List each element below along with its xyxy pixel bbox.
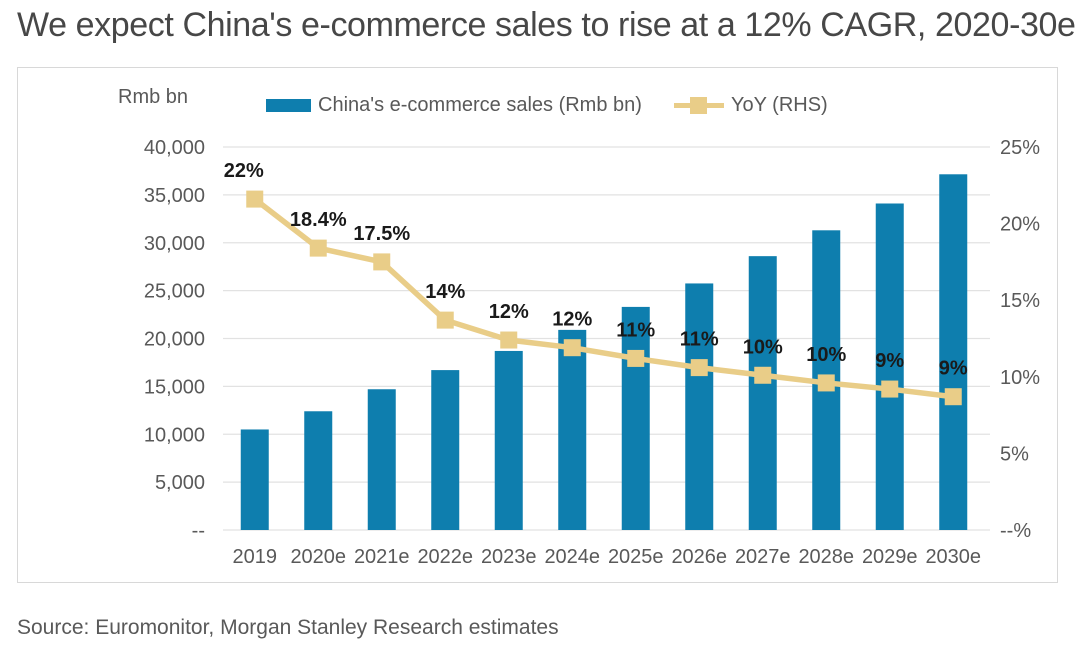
legend-bar-swatch-icon bbox=[266, 99, 311, 112]
bar-2029e bbox=[875, 203, 904, 530]
yoy-data-label-2026e: 11% bbox=[680, 329, 719, 351]
x-axis-label-2024e: 2024e bbox=[544, 546, 600, 568]
x-axis-label-2030e: 2030e bbox=[925, 546, 981, 568]
yoy-marker-2023e bbox=[500, 331, 518, 349]
x-axis-label-2027e: 2027e bbox=[735, 546, 791, 568]
yoy-data-label-2023e: 12% bbox=[489, 301, 529, 323]
source-note: Source: Euromonitor, Morgan Stanley Rese… bbox=[17, 616, 559, 639]
yoy-data-label-2020e: 18.4% bbox=[290, 209, 347, 231]
yoy-data-label-2025e: 11% bbox=[616, 319, 655, 341]
yoy-data-label-2021e: 17.5% bbox=[353, 223, 410, 245]
x-axis-label-2020e: 2020e bbox=[290, 546, 346, 568]
bar-2020e bbox=[304, 411, 333, 530]
yoy-marker-2025e bbox=[627, 349, 645, 367]
legend-label-yoy: YoY (RHS) bbox=[731, 94, 828, 116]
chart-title: We expect China's e-commerce sales to ri… bbox=[17, 6, 1076, 44]
bar-2021e bbox=[367, 389, 396, 530]
left-axis-tick-30,000: 30,000 bbox=[144, 233, 205, 255]
yoy-marker-2030e bbox=[944, 388, 962, 406]
x-axis-label-2021e: 2021e bbox=[354, 546, 410, 568]
yoy-marker-2027e bbox=[754, 366, 772, 384]
yoy-marker-2026e bbox=[690, 359, 708, 377]
yoy-marker-2022e bbox=[436, 311, 454, 329]
left-axis-tick-25,000: 25,000 bbox=[144, 281, 205, 303]
x-axis-label-2028e: 2028e bbox=[798, 546, 854, 568]
chart-plot-area: 40,000 35,000 30,000 25,000 20,000 15,000 10,0… bbox=[144, 137, 1040, 568]
x-axis-label-2019: 2019 bbox=[233, 546, 278, 568]
bar-2030e bbox=[939, 174, 968, 530]
legend-item-yoy: YoY (RHS) bbox=[674, 94, 828, 117]
yoy-marker-2020e bbox=[309, 239, 327, 257]
left-axis-unit-label: Rmb bn bbox=[118, 86, 189, 108]
legend-line-swatch-icon bbox=[674, 97, 724, 114]
yoy-marker-2029e bbox=[881, 380, 899, 398]
legend-label-sales: China's e-commerce sales (Rmb bn) bbox=[318, 94, 642, 116]
right-axis-tick-25%: 25% bbox=[1000, 137, 1040, 159]
left-axis-tick-10,000: 10,000 bbox=[144, 424, 205, 446]
yoy-data-label-2024e: 12% bbox=[552, 309, 592, 331]
legend-item-sales: China's e-commerce sales (Rmb bn) bbox=[266, 94, 642, 117]
right-axis-tick-20%: 20% bbox=[1000, 214, 1040, 236]
bar-2027e bbox=[748, 256, 777, 530]
yoy-data-label-2022e: 14% bbox=[425, 281, 465, 303]
yoy-data-label-2030e: 9% bbox=[939, 358, 968, 380]
yoy-line bbox=[253, 196, 954, 400]
bar-2026e bbox=[685, 283, 714, 530]
yoy-data-label-2028e: 10% bbox=[806, 344, 846, 366]
yoy-marker-2021e bbox=[373, 253, 391, 271]
bar-2024e bbox=[558, 329, 587, 530]
x-axis-label-2022e: 2022e bbox=[417, 546, 473, 568]
left-axis-tick-15,000: 15,000 bbox=[144, 376, 205, 398]
bar-2023e bbox=[494, 350, 523, 530]
yoy-marker-2024e bbox=[563, 339, 581, 357]
left-axis-tick---: -- bbox=[192, 520, 205, 542]
left-axis-tick-40,000: 40,000 bbox=[144, 137, 205, 159]
left-axis-tick-5,000: 5,000 bbox=[155, 472, 205, 494]
bar-2019 bbox=[240, 429, 269, 530]
right-axis-tick-15%: 15% bbox=[1000, 290, 1040, 312]
left-axis-tick-35,000: 35,000 bbox=[144, 185, 205, 207]
yoy-marker-2028e bbox=[817, 374, 835, 392]
x-axis-label-2025e: 2025e bbox=[608, 546, 664, 568]
x-axis-label-2023e: 2023e bbox=[481, 546, 537, 568]
bar-2025e bbox=[621, 306, 650, 530]
x-axis-label-2026e: 2026e bbox=[671, 546, 727, 568]
bar-2022e bbox=[431, 370, 460, 530]
yoy-marker-2019 bbox=[246, 190, 264, 208]
yoy-data-label-2027e: 10% bbox=[743, 336, 783, 358]
yoy-data-label-2029e: 9% bbox=[875, 350, 904, 372]
x-axis-label-2029e: 2029e bbox=[862, 546, 918, 568]
right-axis-tick-5%: 5% bbox=[1000, 443, 1029, 465]
left-axis-tick-20,000: 20,000 bbox=[144, 329, 205, 351]
yoy-data-label-2019: 22% bbox=[224, 160, 264, 182]
chart-card: Rmb bn China's e-commerce sales (Rmb bn)… bbox=[17, 67, 1058, 583]
right-axis-tick-10%: 10% bbox=[1000, 367, 1040, 389]
right-axis-tick---%: --% bbox=[1000, 520, 1031, 542]
